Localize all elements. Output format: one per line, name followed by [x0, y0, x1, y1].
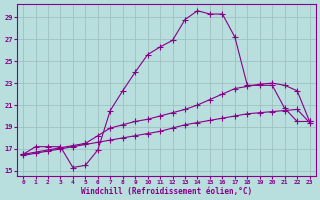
X-axis label: Windchill (Refroidissement éolien,°C): Windchill (Refroidissement éolien,°C) [81, 187, 252, 196]
